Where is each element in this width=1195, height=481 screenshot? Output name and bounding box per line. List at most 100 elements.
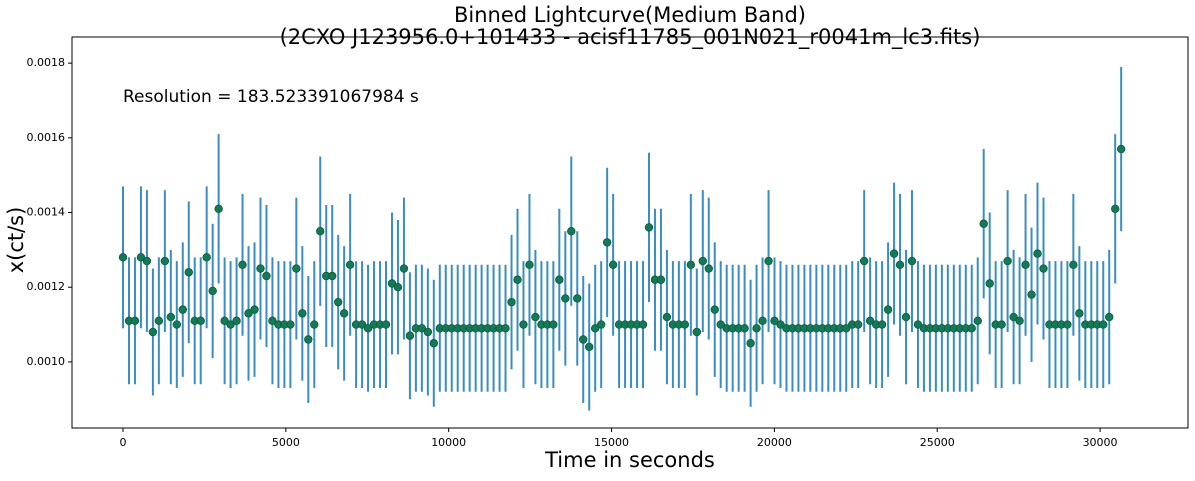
data-point	[638, 320, 648, 329]
data-point	[393, 283, 403, 292]
data-point	[901, 312, 911, 322]
data-point	[883, 305, 893, 314]
data-point	[118, 253, 128, 262]
data-point	[1015, 316, 1024, 326]
data-point	[387, 279, 397, 288]
data-point	[142, 256, 152, 266]
data-point	[1116, 144, 1126, 154]
x-tick-label: 20000	[757, 436, 792, 449]
data-point	[429, 339, 439, 348]
data-point	[704, 264, 713, 273]
data-point	[907, 256, 917, 266]
data-point	[136, 253, 146, 262]
data-point	[381, 320, 391, 329]
data-point	[310, 320, 319, 329]
data-point	[644, 223, 654, 232]
x-tick-label: 5000	[272, 436, 300, 449]
data-point	[973, 316, 982, 326]
data-point	[710, 305, 719, 314]
data-point	[692, 327, 701, 337]
data-point	[196, 316, 205, 326]
data-point	[1069, 260, 1078, 270]
data-point	[160, 256, 170, 266]
data-point	[399, 264, 409, 273]
data-point	[202, 253, 211, 262]
data-point	[214, 204, 223, 213]
data-point	[316, 226, 325, 236]
data-point	[1003, 256, 1012, 266]
data-point	[853, 320, 863, 329]
data-point	[327, 271, 337, 281]
data-point	[405, 331, 415, 340]
x-tick-label: 0	[120, 436, 127, 449]
data-point	[531, 312, 540, 322]
data-point	[244, 309, 253, 318]
data-point	[567, 226, 576, 236]
data-point	[602, 238, 612, 247]
data-point	[865, 316, 875, 326]
data-point	[985, 279, 994, 288]
data-point	[172, 320, 182, 329]
data-point	[895, 260, 905, 270]
data-point	[979, 219, 988, 228]
data-point	[220, 316, 229, 326]
data-point	[686, 260, 696, 270]
data-point	[680, 320, 690, 329]
y-tick-label: 0.0012	[27, 280, 66, 293]
data-point	[1009, 312, 1018, 322]
data-point	[357, 320, 367, 329]
data-point	[184, 268, 193, 277]
data-point	[226, 320, 235, 329]
data-point	[698, 256, 707, 266]
data-point	[363, 324, 373, 333]
data-point	[513, 275, 522, 284]
plot-frame	[71, 36, 1189, 429]
marks	[118, 66, 1126, 411]
data-point	[758, 316, 767, 326]
data-point	[154, 316, 164, 326]
data-point	[590, 324, 600, 333]
data-point	[256, 264, 265, 273]
data-point	[997, 320, 1006, 329]
data-point	[573, 294, 582, 303]
y-tick-label: 0.0016	[27, 131, 66, 144]
data-point	[1105, 312, 1114, 322]
x-tick-label: 15000	[594, 436, 629, 449]
data-point	[740, 324, 749, 333]
data-point	[555, 275, 564, 284]
data-point	[752, 324, 761, 333]
data-point	[716, 320, 725, 329]
y-tick-label: 0.0010	[27, 355, 66, 368]
data-point	[423, 327, 433, 337]
data-point	[579, 335, 588, 344]
data-point	[1075, 309, 1084, 318]
data-point	[292, 264, 301, 273]
data-point	[238, 260, 247, 270]
data-point	[166, 312, 176, 322]
data-point	[333, 297, 343, 307]
data-point	[1033, 249, 1042, 258]
data-point	[770, 316, 779, 326]
data-point	[525, 260, 534, 270]
data-point	[417, 324, 427, 333]
annotation: Resolution = 183.523391067984 s	[123, 87, 419, 107]
data-point	[776, 320, 785, 329]
data-point	[298, 309, 307, 318]
data-point	[764, 256, 773, 266]
data-point	[549, 320, 558, 329]
data-point	[561, 294, 570, 303]
data-point	[662, 312, 672, 322]
y-axis-label: x(ct/s)	[4, 207, 28, 274]
data-point	[286, 320, 295, 329]
data-point	[501, 324, 510, 333]
data-point	[130, 316, 140, 326]
data-point	[967, 324, 976, 333]
data-point	[148, 327, 158, 337]
data-point	[859, 256, 869, 266]
data-point	[232, 316, 241, 326]
data-point	[507, 297, 516, 307]
data-point	[913, 320, 923, 329]
data-point	[889, 249, 899, 258]
